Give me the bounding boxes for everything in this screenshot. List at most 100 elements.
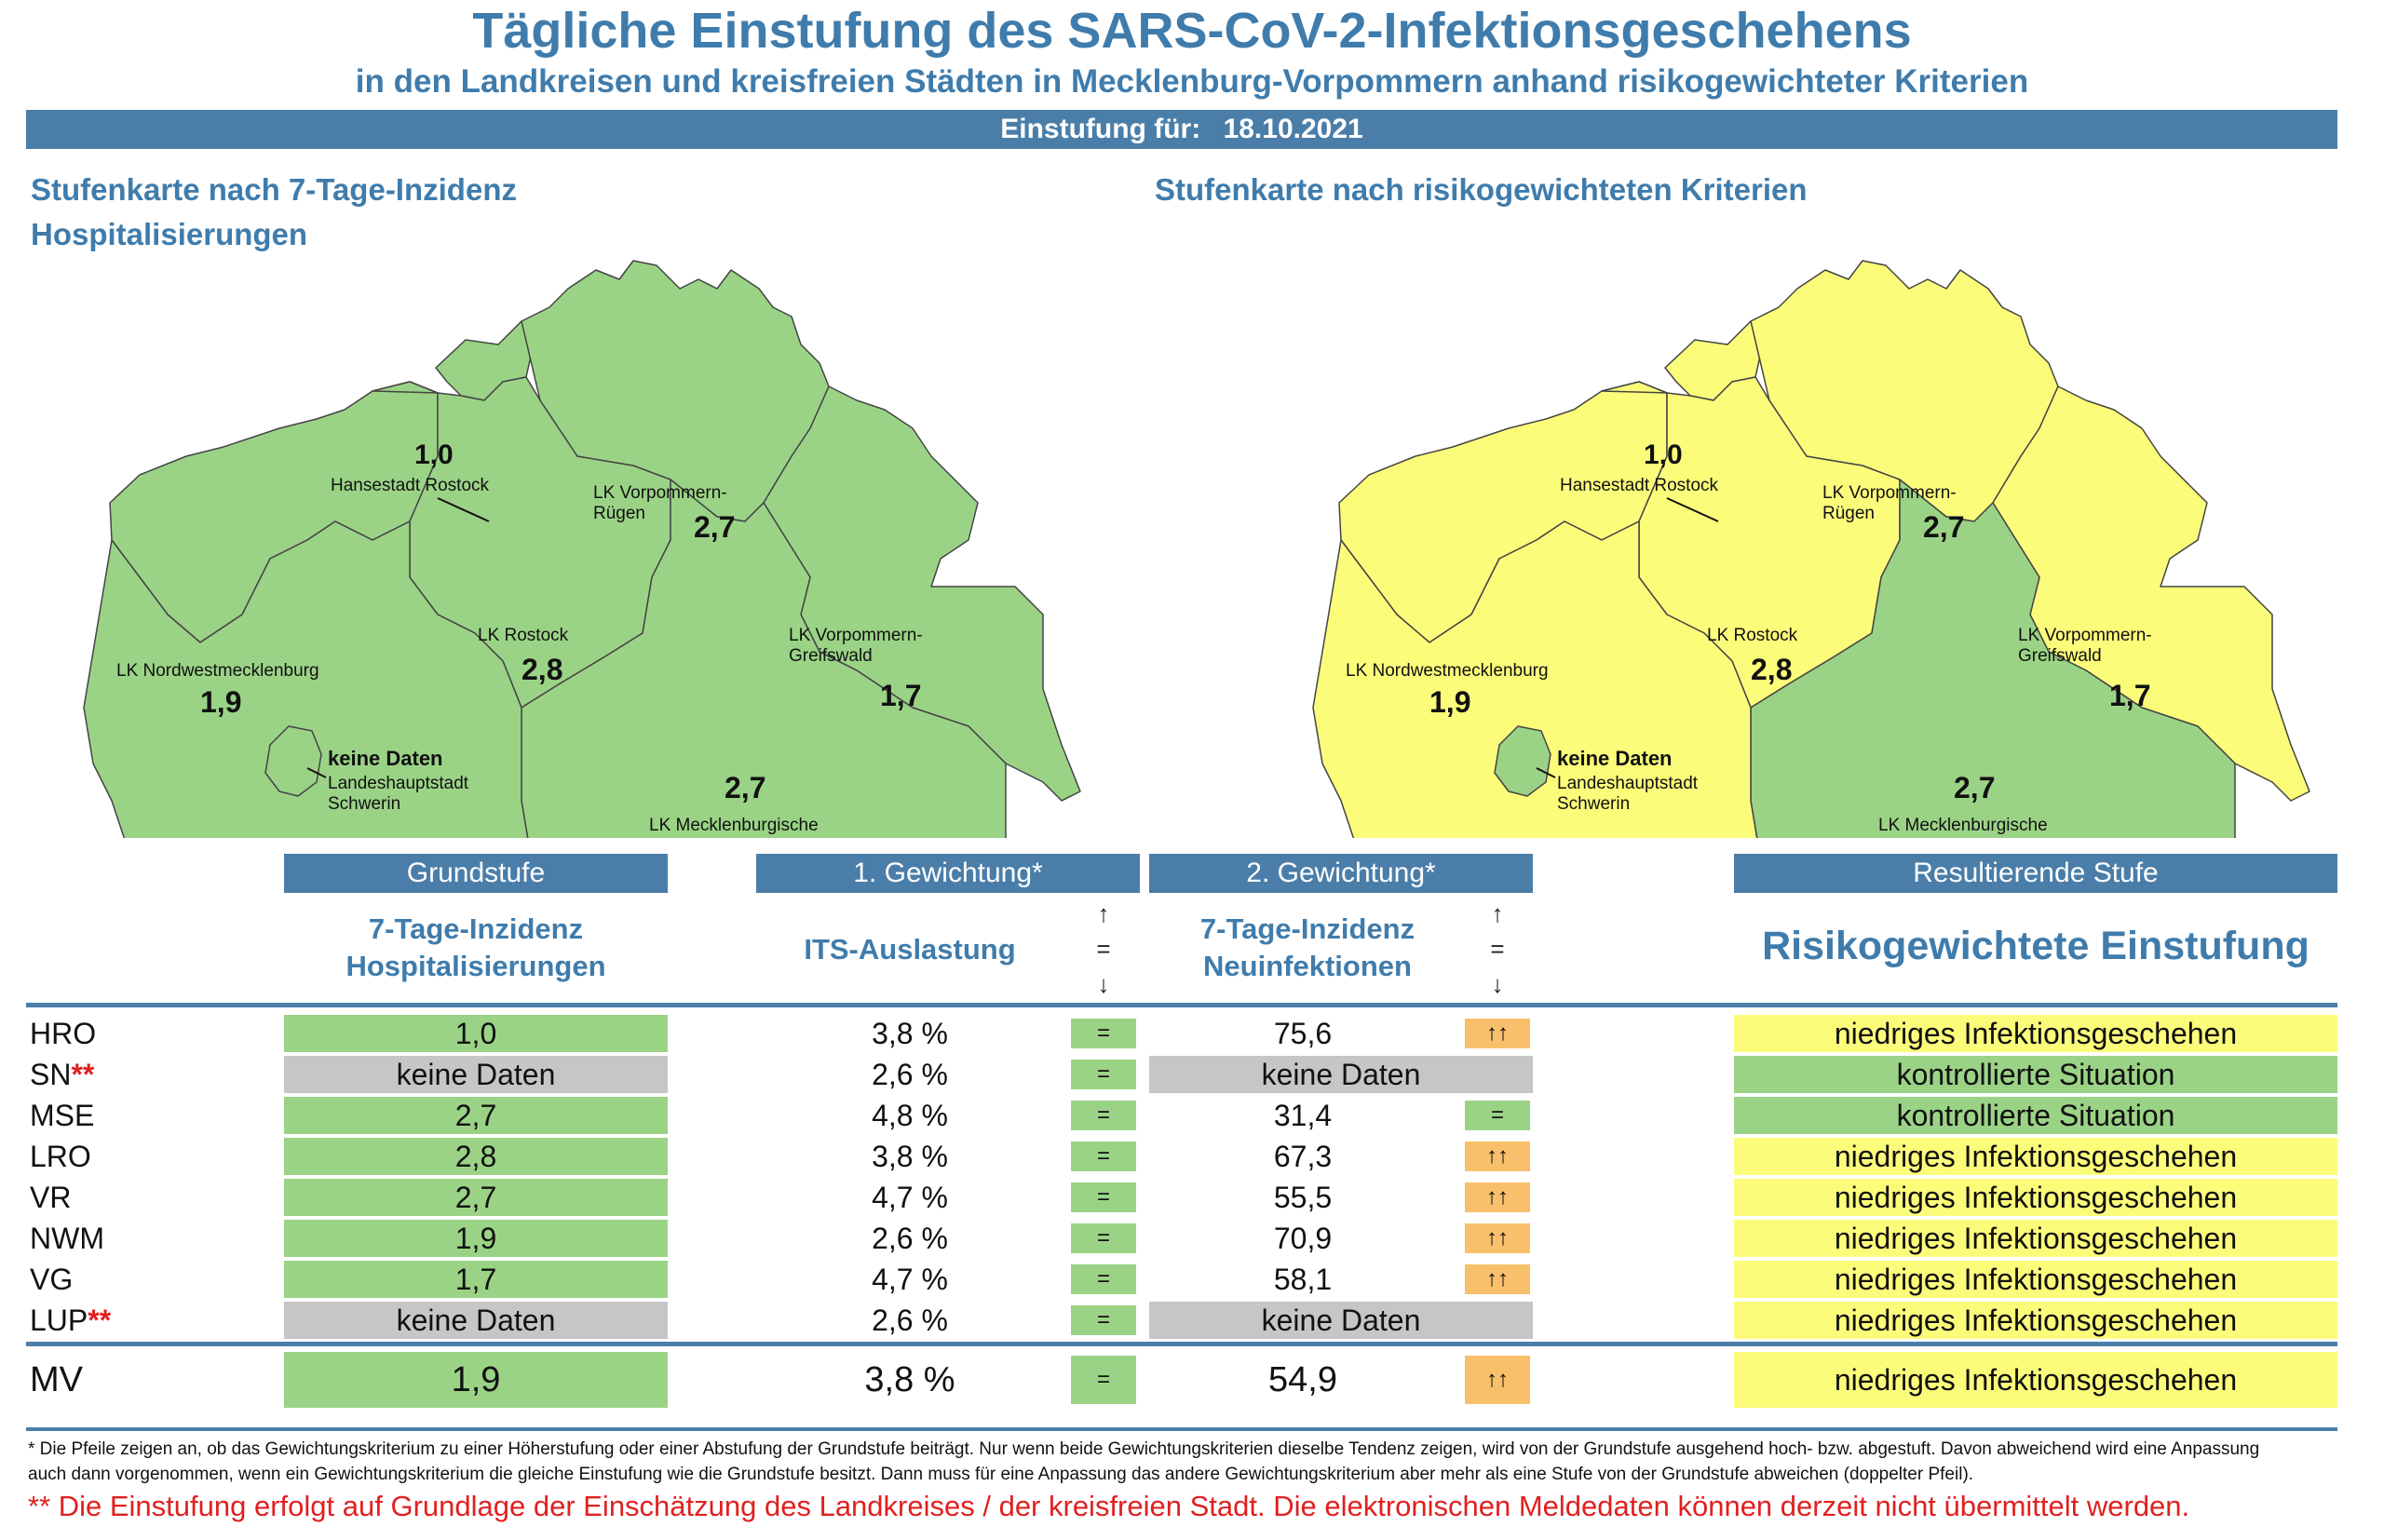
table-top-rule <box>26 1003 2337 1007</box>
trend-neuinfektionen: ↑↑ <box>1465 1182 1530 1212</box>
map-label-vg-name-1: LK Vorpommern- <box>789 626 923 645</box>
table-bottom-rule <box>26 1427 2337 1431</box>
trend-its: = <box>1071 1101 1136 1130</box>
arrow-equal-icon: = <box>1096 935 1111 963</box>
map-label-mse-name-2: Seenplatte <box>649 836 734 838</box>
leader-line <box>1536 767 1556 778</box>
cell-hospitalisierung: keine Daten <box>284 1056 668 1093</box>
map-label-vr-name-2: Rügen <box>1822 504 1875 523</box>
map-label-vg-name-2: Greifswald <box>789 646 873 666</box>
map-label-mse-name-1: LK Mecklenburgische <box>1878 816 2048 835</box>
map-label-hro-name: Hansestadt Rostock <box>1560 476 1719 495</box>
cell-result: niedriges Infektionsgeschehen <box>1734 1138 2337 1175</box>
cell-neuinfektionen: 31,4 <box>1273 1099 1333 1132</box>
total-trend-its: = <box>1071 1356 1136 1404</box>
row-label: LUP** <box>30 1302 111 1339</box>
map-label-vg-name-2: Greifswald <box>2018 646 2102 666</box>
region-lk-ludwigslust-parchim <box>1312 520 1758 838</box>
trend-its: = <box>1071 1060 1136 1089</box>
cell-result: niedriges Infektionsgeschehen <box>1734 1261 2337 1298</box>
total-neuinfektionen: 54,9 <box>1268 1360 1337 1399</box>
map-label-nwm-value: 1,9 <box>200 685 241 719</box>
total-hospitalisierung: 1,9 <box>284 1352 668 1408</box>
footnote-arrows: * Die Pfeile zeigen an, ob das Gewichtun… <box>28 1437 2356 1487</box>
map-label-vr-name-1: LK Vorpommern- <box>593 483 727 503</box>
header-grundstufe: Grundstufe <box>284 854 668 893</box>
map-label-lro-value: 2,8 <box>1751 653 1792 686</box>
map-label-sn-name-1: Landeshauptstadt <box>328 774 469 793</box>
map-label-vr-value: 2,7 <box>1923 510 1964 544</box>
map-label-lro-name: LK Rostock <box>1707 626 1798 645</box>
cell-neuinfektionen: keine Daten <box>1149 1056 1533 1093</box>
region-landeshauptstadt-schwerin <box>264 725 322 797</box>
row-label: VR <box>30 1179 71 1216</box>
leader-line <box>1666 497 1719 522</box>
cell-hospitalisierung: keine Daten <box>284 1302 668 1339</box>
row-label-text: LUP <box>30 1304 88 1337</box>
row-label-text: VR <box>30 1181 72 1214</box>
date-value: 18.10.2021 <box>1223 114 1363 144</box>
map-label-sn-value: keine Daten <box>1557 747 1673 770</box>
arrow-down-icon: ↓ <box>1491 970 1504 998</box>
trend-its: = <box>1071 1264 1136 1294</box>
arrow-down-icon: ↓ <box>1097 970 1110 998</box>
cell-neuinfektionen: 75,6 <box>1273 1017 1333 1050</box>
arrow-legend-2: ↑ = ↓ <box>1465 896 1530 1002</box>
cell-hospitalisierung: 2,8 <box>284 1138 668 1175</box>
date-label: Einstufung für: <box>1000 114 1201 144</box>
leader-line <box>306 767 327 778</box>
subheader-neu-line1: 7-Tage-Inzidenz <box>1199 912 1416 945</box>
trend-neuinfektionen: = <box>1465 1101 1530 1130</box>
cell-its: 4,8 % <box>872 1099 948 1132</box>
map-label-vr-name-2: Rügen <box>593 504 645 523</box>
total-trend-neuinfektionen: ↑↑ <box>1465 1356 1530 1404</box>
row-label-text: VG <box>30 1263 74 1296</box>
row-label-text: SN <box>30 1058 72 1091</box>
region-lk-ludwigslust-parchim <box>83 520 529 838</box>
trend-neuinfektionen <box>1465 1305 1530 1335</box>
row-label-text: HRO <box>30 1017 97 1050</box>
subheader-hosp-line2: Hospitalisierungen <box>345 950 606 982</box>
subheader-result: Risikogewichtete Einstufung <box>1762 924 2310 968</box>
cell-its: 3,8 % <box>872 1140 948 1173</box>
cell-result: kontrollierte Situation <box>1734 1056 2337 1093</box>
total-its: 3,8 % <box>864 1360 955 1399</box>
row-label: LRO <box>30 1138 91 1175</box>
trend-neuinfektionen: ↑↑ <box>1465 1019 1530 1048</box>
row-label-star: ** <box>88 1304 112 1337</box>
footnote-arrows-line2: auch dann vorgenommen, wenn ein Gewichtu… <box>28 1465 1974 1484</box>
map-label-sn-name-2: Schwerin <box>328 794 400 814</box>
map-label-mse-name-1: LK Mecklenburgische <box>649 816 819 835</box>
cell-result: niedriges Infektionsgeschehen <box>1734 1015 2337 1052</box>
header-gewichtung-2: 2. Gewichtung* <box>1149 854 1533 893</box>
trend-its: = <box>1071 1141 1136 1171</box>
map-label-vg-value: 1,7 <box>880 679 921 712</box>
cell-hospitalisierung: 2,7 <box>284 1097 668 1134</box>
region-landeshauptstadt-schwerin <box>1494 725 1551 797</box>
map-label-vg-value: 1,7 <box>2109 679 2150 712</box>
trend-neuinfektionen <box>1465 1060 1530 1089</box>
total-label: MV <box>30 1360 83 1399</box>
row-label: SN** <box>30 1056 94 1093</box>
cell-its: 2,6 % <box>872 1058 948 1091</box>
trend-its: = <box>1071 1223 1136 1253</box>
page-subtitle: in den Landkreisen und kreisfreien Städt… <box>355 63 2029 100</box>
cell-hospitalisierung: 2,7 <box>284 1179 668 1216</box>
cell-hospitalisierung: 1,9 <box>284 1220 668 1257</box>
cell-its: 2,6 % <box>872 1222 948 1255</box>
map-label-sn-name-1: Landeshauptstadt <box>1557 774 1699 793</box>
map-label-nwm-name: LK Nordwestmecklenburg <box>1346 661 1549 681</box>
map-label-mse-value: 2,7 <box>1954 771 1995 804</box>
arrow-up-icon: ↑ <box>1491 899 1504 927</box>
cell-hospitalisierung: 1,7 <box>284 1261 668 1298</box>
header-gewichtung-1: 1. Gewichtung* <box>756 854 1140 893</box>
map-label-hro-value: 1,0 <box>414 439 454 470</box>
map-label-nwm-value: 1,9 <box>1429 685 1470 719</box>
subheader-hosp-line1: 7-Tage-Inzidenz <box>368 912 584 945</box>
cell-neuinfektionen: 67,3 <box>1273 1140 1333 1173</box>
cell-its: 3,8 % <box>872 1017 948 1050</box>
map-label-sn-value: keine Daten <box>328 747 443 770</box>
page-title: Tägliche Einstufung des SARS-CoV-2-Infek… <box>472 3 1912 59</box>
